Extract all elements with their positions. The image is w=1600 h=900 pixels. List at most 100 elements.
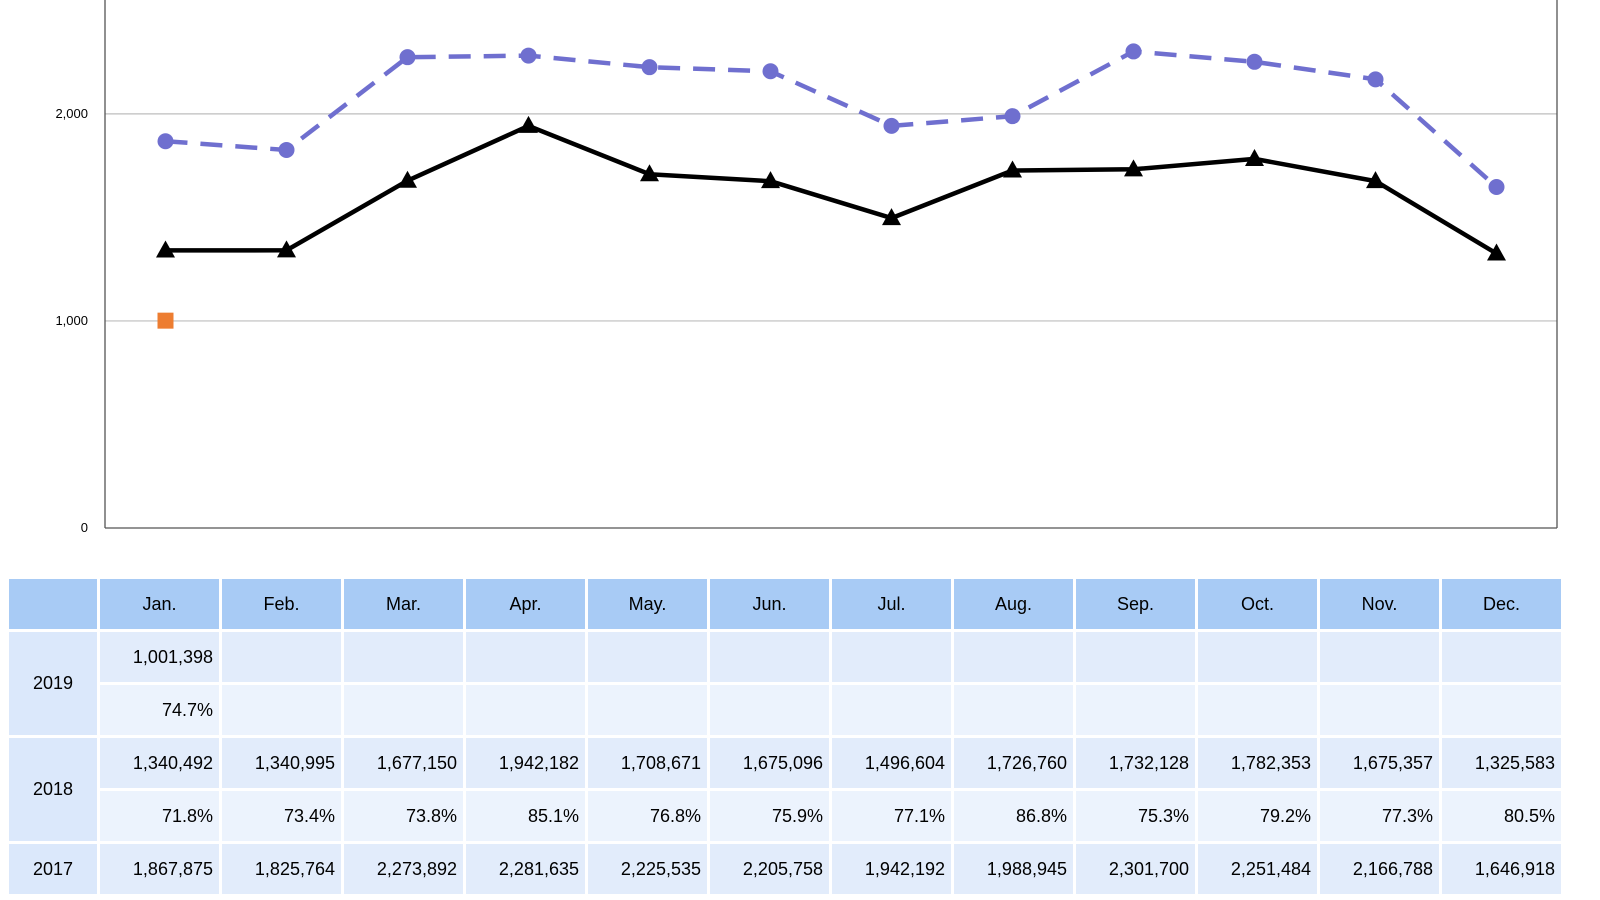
series-line-2018	[165, 123, 1498, 256]
value-cell: 1,988,945	[954, 844, 1073, 894]
table-header-row: Jan. Feb. Mar. Apr. May. Jun. Jul. Aug. Sep. Oct.…	[9, 579, 1561, 629]
y-tick-label-2: 2,000	[55, 106, 88, 121]
percent-cell: 75.3%	[1076, 791, 1195, 841]
point-2018-apr	[519, 115, 538, 133]
value-cell: 1,496,604	[832, 738, 951, 788]
value-cell: 1,675,357	[1320, 738, 1439, 788]
table-row-values: 2017 1,867,875 1,825,764 2,273,892 2,281,635…	[9, 844, 1561, 894]
percent-cell: 74.7%	[100, 685, 219, 735]
value-cell	[832, 632, 951, 682]
table-row-percents: 71.8% 73.4% 73.8% 85.1% 76.8% 75.9% 77.1% 86.8%…	[9, 791, 1561, 841]
y-tick-label-1: 1,000	[55, 313, 88, 328]
value-cell: 1,001,398	[100, 632, 219, 682]
percent-cell	[588, 685, 707, 735]
percent-cell: 79.2%	[1198, 791, 1317, 841]
percent-cell: 77.1%	[832, 791, 951, 841]
point-2018-sep	[1124, 159, 1143, 177]
month-header: Jan.	[100, 579, 219, 629]
point-2017-jan	[157, 133, 174, 150]
percent-cell	[1442, 685, 1561, 735]
chart-svg: 0 1,000 2,000	[55, 0, 1558, 535]
point-2017-aug	[1004, 108, 1021, 125]
percent-cell: 86.8%	[954, 791, 1073, 841]
value-cell: 1,646,918	[1442, 844, 1561, 894]
month-header: Feb.	[222, 579, 341, 629]
value-cell: 1,340,492	[100, 738, 219, 788]
value-cell: 1,675,096	[710, 738, 829, 788]
value-cell	[710, 632, 829, 682]
value-cell	[1198, 632, 1317, 682]
value-cell	[588, 632, 707, 682]
value-cell: 2,225,535	[588, 844, 707, 894]
month-header: Nov.	[1320, 579, 1439, 629]
month-header: Jun.	[710, 579, 829, 629]
point-2017-nov	[1367, 71, 1384, 88]
percent-cell	[466, 685, 585, 735]
value-cell	[466, 632, 585, 682]
month-header: Sep.	[1076, 579, 1195, 629]
value-cell	[1320, 632, 1439, 682]
value-cell: 1,942,182	[466, 738, 585, 788]
value-cell: 1,708,671	[588, 738, 707, 788]
data-table: Jan. Feb. Mar. Apr. May. Jun. Jul. Aug. Sep. Oct.…	[6, 576, 1564, 897]
percent-cell	[1198, 685, 1317, 735]
percent-cell: 73.4%	[222, 791, 341, 841]
value-cell: 1,677,150	[344, 738, 463, 788]
point-2018-dec	[1487, 243, 1506, 261]
point-2017-jun	[762, 63, 779, 80]
month-header: May.	[588, 579, 707, 629]
value-cell: 1,825,764	[222, 844, 341, 894]
percent-cell: 75.9%	[710, 791, 829, 841]
value-cell: 1,325,583	[1442, 738, 1561, 788]
percent-cell: 76.8%	[588, 791, 707, 841]
point-2018-jan	[156, 240, 175, 258]
point-2018-jul	[882, 208, 901, 226]
point-2018-may	[640, 164, 659, 182]
value-cell	[1076, 632, 1195, 682]
point-2018-feb	[277, 240, 296, 258]
value-cell: 2,273,892	[344, 844, 463, 894]
point-2018-mar	[398, 170, 417, 188]
value-cell	[954, 632, 1073, 682]
value-cell: 2,251,484	[1198, 844, 1317, 894]
point-2018-oct	[1245, 148, 1264, 166]
point-2018-nov	[1366, 171, 1385, 189]
table-corner-cell	[9, 579, 97, 629]
month-header: Dec.	[1442, 579, 1561, 629]
value-cell: 1,942,192	[832, 844, 951, 894]
value-cell: 2,166,788	[1320, 844, 1439, 894]
value-cell: 1,867,875	[100, 844, 219, 894]
percent-cell: 85.1%	[466, 791, 585, 841]
year-label: 2019	[9, 632, 97, 735]
point-2019-jan	[157, 312, 174, 329]
value-cell: 1,732,128	[1076, 738, 1195, 788]
point-2017-may	[641, 59, 658, 76]
value-cell: 1,340,995	[222, 738, 341, 788]
value-cell	[1442, 632, 1561, 682]
point-2018-jun	[761, 171, 780, 189]
value-cell	[222, 632, 341, 682]
point-2017-dec	[1488, 178, 1505, 195]
value-cell: 1,782,353	[1198, 738, 1317, 788]
percent-cell: 73.8%	[344, 791, 463, 841]
percent-cell	[832, 685, 951, 735]
percent-cell	[222, 685, 341, 735]
value-cell: 2,301,700	[1076, 844, 1195, 894]
table-row-values: 2018 1,340,492 1,340,995 1,677,150 1,942,182…	[9, 738, 1561, 841]
point-2017-apr	[520, 47, 537, 64]
year-label: 2018	[9, 738, 97, 841]
point-2017-jul	[883, 117, 900, 134]
value-cell: 1,726,760	[954, 738, 1073, 788]
percent-cell	[344, 685, 463, 735]
percent-cell: 80.5%	[1442, 791, 1561, 841]
table-row-percents: 74.7%	[9, 685, 1561, 735]
point-2018-aug	[1003, 160, 1022, 178]
percent-cell	[1320, 685, 1439, 735]
value-cell: 2,205,758	[710, 844, 829, 894]
line-chart: 0 1,000 2,000	[55, 0, 1558, 535]
percent-cell	[710, 685, 829, 735]
point-2017-feb	[278, 141, 295, 158]
value-cell: 2,281,635	[466, 844, 585, 894]
percent-cell	[954, 685, 1073, 735]
month-header: Jul.	[832, 579, 951, 629]
